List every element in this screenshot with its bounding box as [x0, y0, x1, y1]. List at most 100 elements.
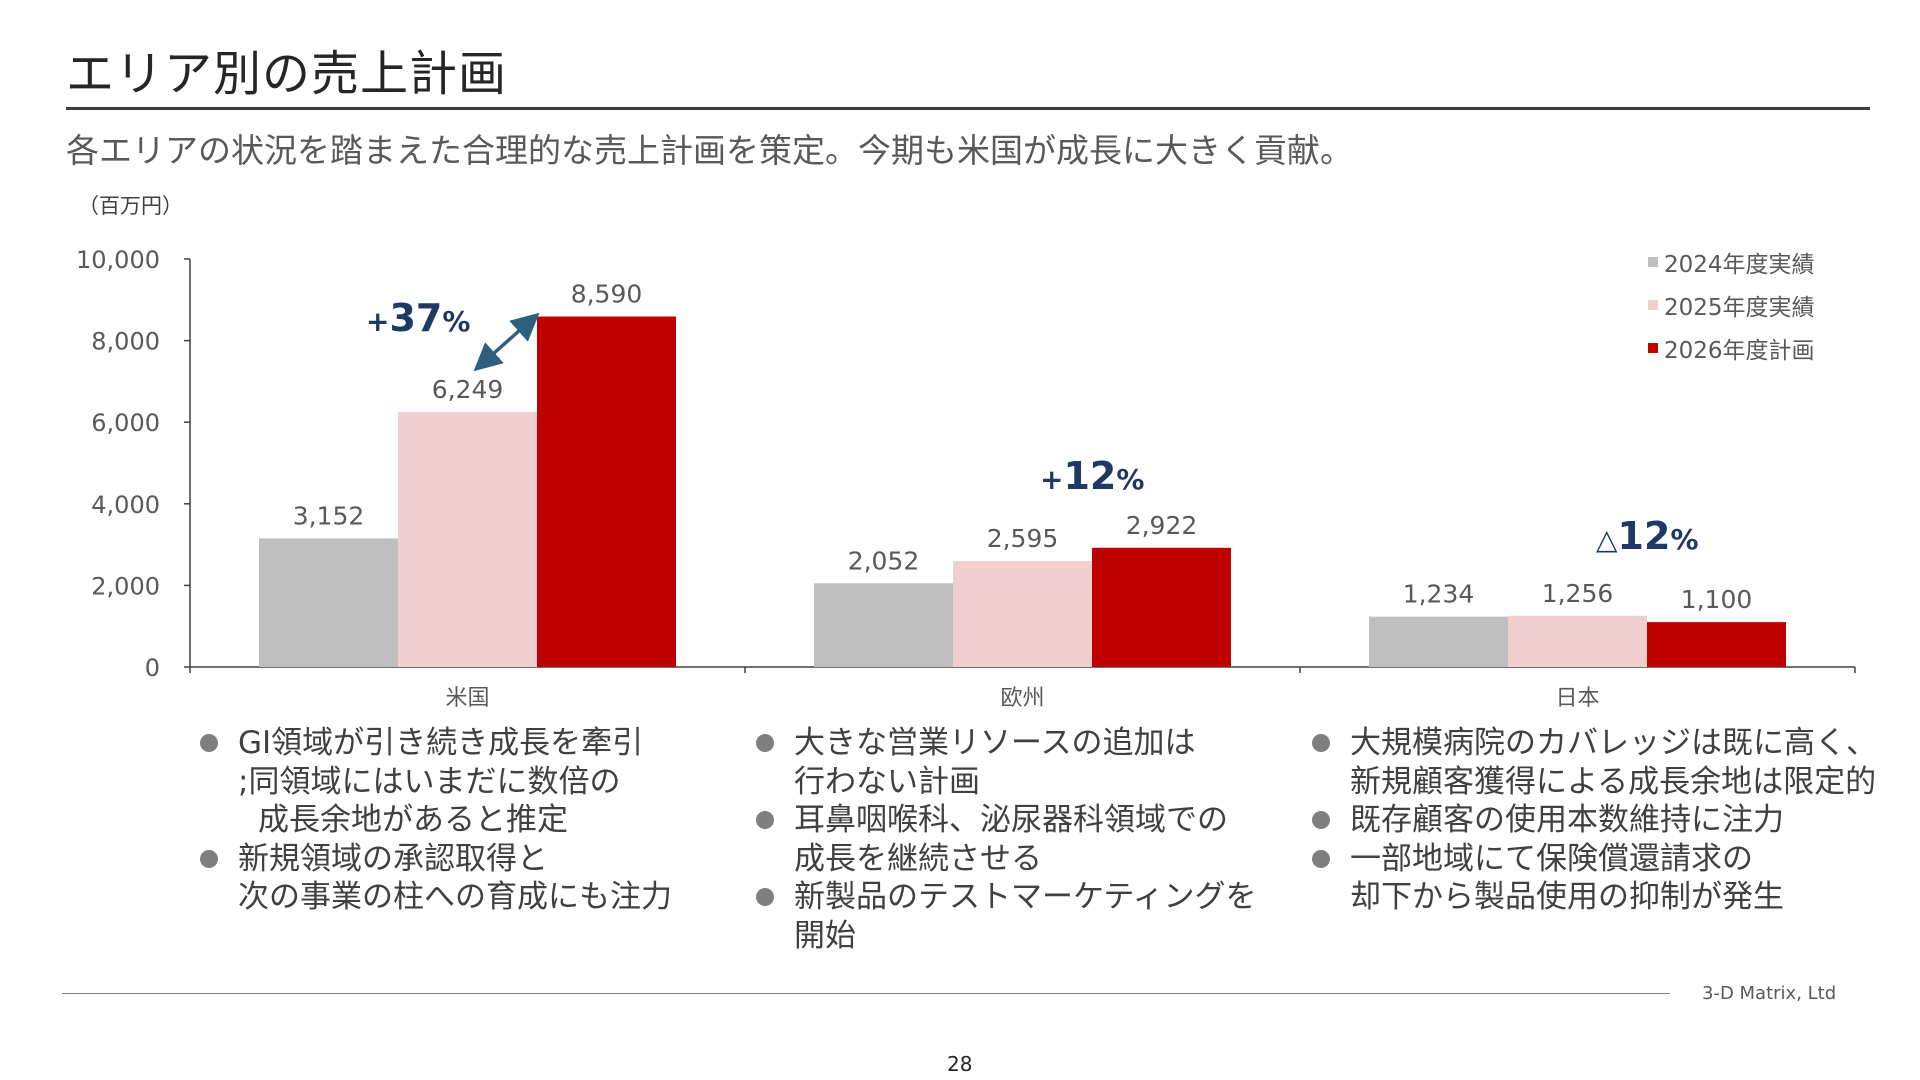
note-text: 耳鼻咽喉科、泌尿器科領域での	[794, 802, 1228, 838]
x-category-label: 米国	[445, 686, 489, 711]
legend-swatch	[1648, 299, 1658, 310]
data-label: 3,152	[293, 501, 365, 530]
growth-prefix: +	[366, 305, 390, 338]
note-line: 新規顧客獲得による成長余地は限定的	[1310, 763, 1877, 802]
y-tick-label: 0	[145, 654, 160, 682]
bullet-spacer	[756, 840, 774, 879]
y-tick-label: 4,000	[91, 491, 160, 519]
bar	[398, 412, 537, 667]
growth-suffix: %	[1670, 523, 1699, 556]
growth-number: 12	[1063, 454, 1117, 498]
data-label: 8,590	[571, 280, 643, 309]
footer-divider	[62, 993, 1670, 994]
notes-eu: 大きな営業リソースの追加は 行わない計画 耳鼻咽喉科、泌尿器科領域での 成長を継続させ…	[754, 724, 1257, 955]
y-tick-label: 6,000	[91, 409, 160, 437]
bar	[1647, 622, 1786, 667]
note-line: 大きな営業リソースの追加は	[754, 724, 1257, 763]
growth-prefix: △	[1596, 523, 1618, 556]
note-line: 大規模病院のカバレッジは既に高く、	[1310, 724, 1877, 763]
note-line: GI領域が引き続き成長を牽引	[198, 724, 672, 763]
y-tick-label: 8,000	[91, 328, 160, 356]
growth-number: 12	[1617, 514, 1671, 558]
bullet-icon	[756, 888, 774, 906]
page-title: エリア別の売上計画	[66, 46, 508, 102]
bar	[1092, 547, 1231, 667]
note-text: 成長余地があると推定	[258, 802, 568, 838]
note-text: 新規顧客獲得による成長余地は限定的	[1350, 763, 1877, 800]
growth-annotation-us: +37%	[366, 296, 470, 340]
legend-swatch	[1648, 342, 1658, 353]
note-line: 新製品のテストマーケティングを	[754, 878, 1257, 917]
note-line: 一部地域にて保険償還請求の	[1310, 840, 1877, 879]
x-category-label: 日本	[1555, 686, 1599, 711]
note-text: GI領域が引き続き成長を牽引	[238, 725, 644, 761]
note-text: 既存顧客の使用本数維持に注力	[1350, 802, 1784, 838]
note-text: 次の事業の柱への育成にも注力	[238, 879, 672, 915]
growth-annotation-eu: +12%	[1040, 454, 1144, 498]
legend-swatch	[1648, 256, 1658, 267]
note-text: 大規模病院のカバレッジは既に高く、	[1350, 725, 1877, 761]
note-line: 既存顧客の使用本数維持に注力	[1310, 801, 1877, 840]
bullet-spacer	[756, 917, 774, 956]
bullet-icon	[1312, 849, 1330, 868]
growth-arrow	[473, 312, 540, 372]
bar-chart: 0 2,000 4,000 6,000 8,000 10,000 3,152 6,249 8,5…	[76, 246, 1856, 711]
bullet-spacer	[1312, 763, 1330, 802]
chart-legend: 2024年度実績 2025年度実績 2026年度計画	[1648, 240, 1815, 369]
note-line: 成長を継続させる	[754, 840, 1257, 879]
note-line: 却下から製品使用の抑制が発生	[1310, 878, 1877, 917]
bullet-spacer	[200, 763, 218, 802]
bar	[814, 583, 953, 667]
growth-annotation-jp: △12%	[1596, 514, 1699, 558]
note-text: 大きな営業リソースの追加は	[794, 725, 1196, 761]
bullet-icon	[756, 811, 774, 829]
bullet-spacer	[200, 878, 218, 917]
bullet-spacer	[1312, 878, 1330, 917]
y-tick-label: 10,000	[76, 246, 160, 274]
growth-suffix: %	[1116, 463, 1145, 496]
bar	[537, 316, 676, 667]
data-label: 6,249	[432, 375, 504, 404]
unit-label: （百万円）	[78, 194, 183, 218]
page-number: 28	[947, 1052, 973, 1076]
growth-prefix: +	[1040, 463, 1064, 496]
growth-number: 37	[389, 296, 443, 340]
bullet-icon	[1312, 811, 1330, 829]
data-label: 2,052	[848, 546, 920, 575]
data-label: 2,922	[1126, 511, 1198, 540]
page-subtitle: 各エリアの状況を踏まえた合理的な売上計画を策定。今期も米国が成長に大きく貢献。	[66, 131, 1353, 170]
note-line: 次の事業の柱への育成にも注力	[198, 878, 672, 917]
data-label: 1,234	[1403, 580, 1475, 609]
note-line: 行わない計画	[754, 763, 1257, 802]
title-divider	[66, 107, 1870, 110]
bullet-spacer	[200, 801, 218, 840]
note-text: 新製品のテストマーケティングを	[794, 879, 1257, 915]
legend-label: 2024年度実績	[1664, 251, 1815, 278]
bullet-icon	[1312, 734, 1330, 752]
legend-item-2025: 2025年度実績	[1648, 283, 1815, 326]
data-label: 1,100	[1681, 585, 1753, 614]
bar	[953, 561, 1092, 667]
bullet-icon	[756, 734, 774, 752]
legend-item-2026: 2026年度計画	[1648, 326, 1815, 369]
note-line: 耳鼻咽喉科、泌尿器科領域での	[754, 801, 1257, 840]
bullet-spacer	[756, 763, 774, 802]
notes-jp: 大規模病院のカバレッジは既に高く、 新規顧客獲得による成長余地は限定的 既存顧客の使…	[1310, 724, 1877, 917]
company-name: 3-D Matrix, Ltd	[1702, 983, 1837, 1004]
x-category-label: 欧州	[1000, 686, 1044, 711]
note-text: 行わない計画	[794, 763, 980, 800]
note-line: 成長余地があると推定	[198, 801, 672, 840]
y-tick-label: 2,000	[91, 572, 160, 600]
growth-suffix: %	[442, 305, 471, 338]
note-text: 成長を継続させる	[794, 840, 1042, 877]
note-line: ;同領域にはいまだに数倍の	[198, 763, 672, 802]
note-line: 開始	[754, 917, 1257, 956]
note-line: 新規領域の承認取得と	[198, 840, 672, 879]
note-text: ;同領域にはいまだに数倍の	[238, 763, 621, 800]
bullet-icon	[200, 734, 218, 752]
data-label: 1,256	[1542, 579, 1614, 608]
data-label: 2,595	[987, 524, 1059, 553]
bar	[1508, 615, 1647, 667]
note-text: 却下から製品使用の抑制が発生	[1350, 879, 1784, 915]
bar	[259, 538, 398, 667]
